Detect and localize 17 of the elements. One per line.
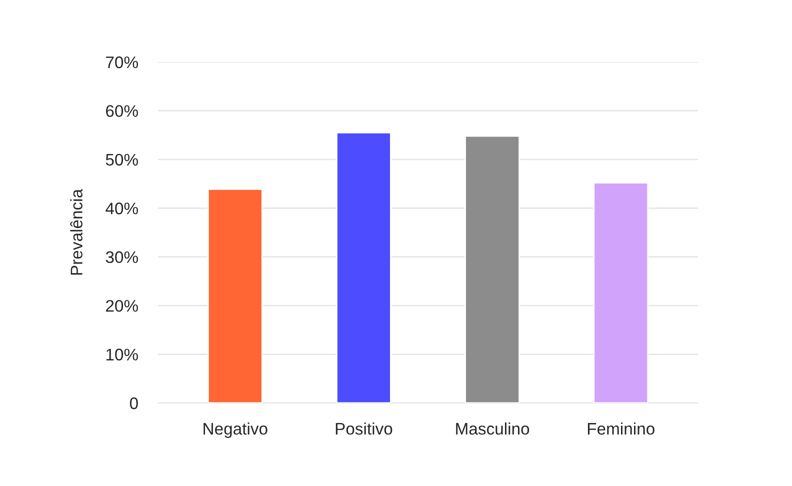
x-tick-label: Positivo: [336, 422, 392, 435]
bar: [207, 188, 263, 403]
y-tick-label: 70%: [106, 56, 138, 68]
y-tick-label: 0: [130, 397, 138, 410]
y-tick-label: 60%: [106, 105, 138, 117]
y-tick-label: 40%: [106, 202, 138, 214]
y-tick-label: 50%: [106, 154, 138, 166]
x-tick-label: Feminino: [588, 422, 654, 435]
bar: [593, 182, 649, 403]
y-tick-label: 30%: [106, 251, 138, 264]
bar: [464, 135, 520, 403]
x-tick-label: Masculino: [456, 422, 530, 435]
bar: [336, 132, 392, 403]
y-axis-title: Prevalência: [70, 188, 82, 275]
y-tick-label: 20%: [106, 300, 138, 312]
y-tick-label: 10%: [106, 348, 138, 360]
x-tick-label: Negativo: [204, 422, 268, 438]
